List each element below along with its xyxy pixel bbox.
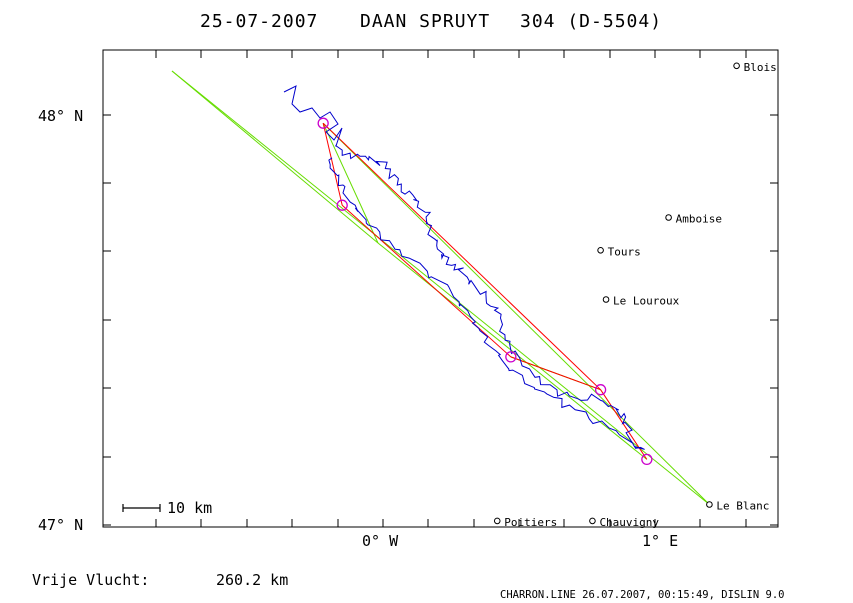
turnpoint-marker [336,199,348,211]
axis-ticks [103,50,778,527]
pilot-name: DAAN SPRUYT [360,11,490,32]
place-label: Poitiers [504,516,557,529]
place-marker [597,247,604,254]
flight-date: 25-07-2007 [200,11,318,32]
route-leg [600,389,648,460]
place-label: Le Louroux [613,295,680,308]
scale-bar-label: 10 km [167,499,212,517]
map-frame [102,49,779,528]
turnpoint-marker [641,453,653,466]
place-marker [602,296,610,303]
free-flight-distance: 260.2 km [216,571,288,589]
gps-track [283,85,645,450]
lon-label-0: 0° W [362,532,399,550]
place-marker [589,517,596,525]
route-leg [341,204,512,358]
route-lines [322,122,648,460]
turnpoint-marker [317,117,329,129]
lat-label-48: 48° N [38,107,83,125]
free-flight-label: Vrije Vlucht: [32,571,149,589]
route-leg [510,356,601,391]
place-label: Chauvigny [599,516,659,529]
place-label: Tours [608,245,641,258]
place-marker [706,501,713,508]
turnpoint-marker [594,384,607,396]
triangle-leg [171,70,379,244]
triangle-leg [377,242,648,460]
place-marker [733,62,740,70]
lat-label-47: 47° N [38,516,83,534]
triangle-lines [171,70,710,505]
place-label: Blois [744,61,777,74]
place-label: Le Blanc [716,500,769,513]
triangle-leg [171,70,710,505]
turnpoint-marker [505,351,517,363]
route-leg [322,122,601,391]
glider-id: 304 (D-5504) [520,11,662,32]
turnpoints [317,117,653,466]
place-marker [493,517,501,525]
triangle-leg [322,122,710,505]
footer-info: CHARRON.LINE 26.07.2007, 00:15:49, DISLI… [500,589,784,601]
place-marker [665,214,672,221]
triangle-leg [322,122,379,244]
place-markers: Blois Amboise Tours Le Louroux Le Blanc Poiti… [493,61,777,529]
place-label: Amboise [676,213,722,226]
lon-label-1: 1° E [642,532,678,550]
route-leg [322,123,343,206]
track-line [283,85,645,450]
scale-bar: 10 km [122,499,212,517]
